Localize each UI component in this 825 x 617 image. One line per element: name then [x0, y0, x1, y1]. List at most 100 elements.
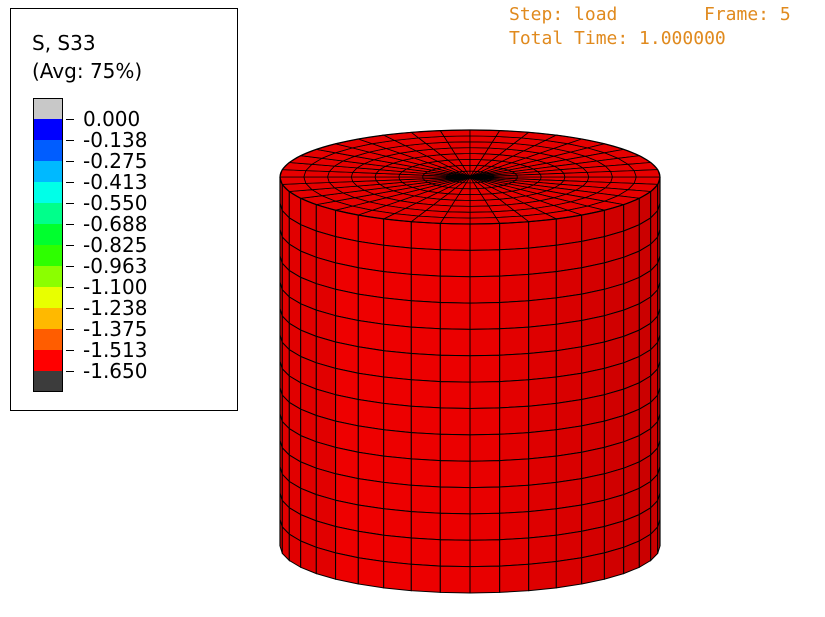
- legend-swatch: [33, 350, 63, 371]
- mesh-element: [383, 244, 412, 275]
- mesh-element: [383, 297, 412, 328]
- mesh-element: [528, 271, 557, 302]
- mesh-element: [357, 346, 385, 378]
- mesh-element: [410, 432, 441, 462]
- mesh-element: [469, 328, 501, 357]
- legend-swatch: [33, 308, 63, 329]
- legend-swatch: [33, 224, 63, 245]
- mesh-element: [335, 499, 359, 532]
- mesh-element: [357, 319, 385, 352]
- mesh-element: [528, 323, 557, 355]
- legend-variable-title: S, S33: [32, 31, 96, 55]
- legend-tick: [66, 182, 74, 183]
- mesh-element: [469, 381, 501, 410]
- mesh-element: [300, 540, 317, 575]
- top-mesh-element: [450, 147, 471, 155]
- mesh-element: [499, 405, 530, 435]
- top-mesh-element: [563, 171, 590, 178]
- mesh-element: [410, 405, 441, 435]
- total-time-label: Total Time: 1.000000: [509, 28, 726, 49]
- mesh-element: [581, 552, 605, 585]
- mesh-element: [335, 367, 359, 401]
- legend-tick-label: -0.413: [83, 170, 148, 194]
- mesh-element: [499, 511, 530, 541]
- legend-tick-label: -1.100: [83, 275, 148, 299]
- mesh-element: [383, 455, 412, 486]
- legend-averaging-label: (Avg: 75%): [32, 59, 143, 83]
- mesh-element: [357, 372, 385, 404]
- mesh-element: [528, 350, 557, 381]
- legend-tick: [66, 245, 74, 246]
- mesh-element: [469, 301, 501, 330]
- legend-tick-label: -1.513: [83, 338, 148, 362]
- mesh-element: [410, 511, 441, 541]
- mesh-element: [335, 315, 359, 348]
- legend-tick: [66, 224, 74, 225]
- mesh-element: [410, 563, 441, 593]
- mesh-element: [499, 326, 530, 356]
- mesh-element: [335, 420, 359, 453]
- mesh-element: [357, 293, 385, 325]
- legend-swatch: [33, 119, 63, 140]
- mesh-element: [555, 293, 583, 325]
- mesh-element: [499, 458, 530, 488]
- mesh-element: [383, 560, 412, 592]
- mesh-element: [555, 319, 583, 352]
- mesh-element: [528, 508, 557, 539]
- mesh-element: [335, 288, 359, 322]
- mesh-element: [335, 262, 359, 295]
- mesh-element: [410, 379, 441, 409]
- mesh-element: [410, 537, 441, 567]
- mesh-element: [439, 275, 471, 304]
- mesh-element: [383, 481, 412, 513]
- top-mesh-element: [633, 169, 661, 178]
- mesh-element: [581, 473, 605, 506]
- mesh-element: [335, 473, 359, 506]
- top-mesh-element: [326, 176, 354, 183]
- frame-label: Frame: 5: [704, 4, 791, 25]
- legend-tick-label: -0.138: [83, 128, 148, 152]
- mesh-element: [383, 271, 412, 302]
- mesh-element: [357, 214, 385, 246]
- top-mesh-element: [610, 170, 637, 178]
- mesh-element: [383, 508, 412, 539]
- mesh-element: [383, 534, 412, 565]
- mesh-element: [469, 460, 501, 489]
- mesh-element: [623, 540, 640, 575]
- mesh-element: [555, 240, 583, 273]
- mesh-element: [555, 267, 583, 299]
- mesh-element: [528, 218, 557, 249]
- mesh-element: [528, 560, 557, 592]
- legend-tick-label: -0.275: [83, 149, 148, 173]
- top-mesh-element: [443, 211, 471, 219]
- legend-swatch: [33, 182, 63, 203]
- mesh-element: [555, 451, 583, 483]
- top-mesh-element: [350, 176, 377, 183]
- legend-swatch: [33, 266, 63, 287]
- mesh-element: [410, 300, 441, 330]
- mesh-element: [383, 218, 412, 249]
- mesh-element: [469, 512, 501, 541]
- top-mesh-element: [469, 205, 494, 213]
- mesh-element: [528, 455, 557, 486]
- legend-tick: [66, 266, 74, 267]
- legend-tick: [66, 350, 74, 351]
- legend-tick-label: -1.238: [83, 296, 148, 320]
- mesh-element: [439, 512, 471, 541]
- mesh-element: [555, 557, 583, 589]
- mesh-element: [555, 398, 583, 431]
- legend-swatch: [33, 161, 63, 182]
- mesh-element: [555, 530, 583, 563]
- mesh-element: [357, 398, 385, 431]
- mesh-element: [469, 433, 501, 462]
- mesh-element: [555, 346, 583, 378]
- mesh-element: [357, 530, 385, 563]
- mesh-element: [357, 425, 385, 457]
- mesh-element: [439, 301, 471, 330]
- mesh-element: [357, 557, 385, 589]
- legend-tick-label: -0.825: [83, 233, 148, 257]
- legend-swatch: [33, 203, 63, 224]
- mesh-element: [581, 262, 605, 295]
